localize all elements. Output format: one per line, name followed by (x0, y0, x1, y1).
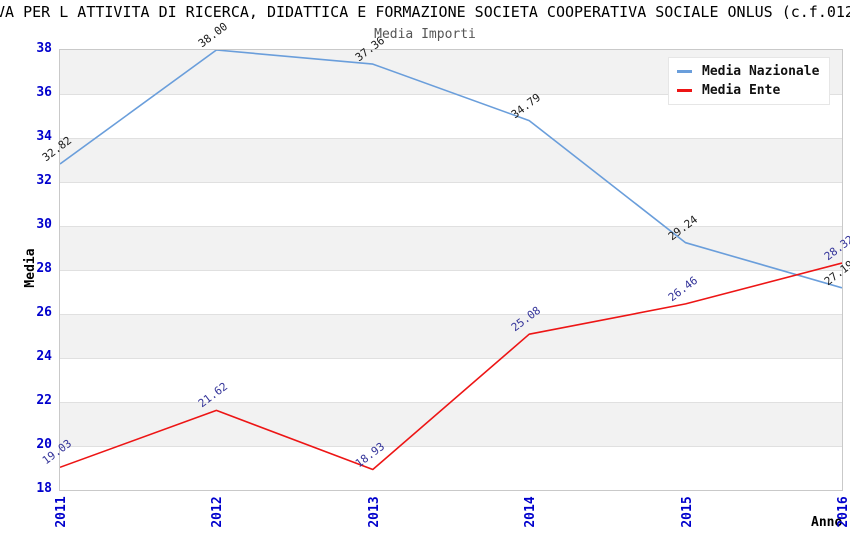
y-tick-label: 34 (36, 129, 52, 144)
chart-title: VA PER L ATTIVITA DI RICERCA, DIDATTICA … (0, 3, 850, 21)
y-tick-label: 38 (36, 41, 52, 56)
legend-item-media-ente: Media Ente (677, 81, 819, 100)
x-tick-label: 2011 (54, 496, 69, 528)
series-line-0 (60, 50, 842, 289)
y-tick-label: 20 (36, 437, 52, 452)
y-tick-label: 18 (36, 481, 52, 496)
series-lines (60, 50, 842, 471)
y-tick-label: 26 (36, 305, 52, 320)
x-tick-label: 2016 (836, 496, 850, 528)
legend-swatch-media-nazionale (677, 70, 692, 73)
y-tick-label: 22 (36, 393, 52, 408)
x-axis-title: Anno (811, 515, 843, 530)
legend-label-media-ente: Media Ente (702, 83, 781, 98)
x-tick-label: 2012 (210, 496, 226, 528)
series-line-1 (60, 262, 842, 471)
y-tick-label: 28 (36, 261, 52, 276)
legend-swatch-media-ente (677, 89, 692, 92)
x-tick-label: 2015 (679, 496, 695, 528)
x-tick-label: 2014 (523, 496, 539, 528)
y-tick-label: 36 (36, 85, 52, 100)
chart-subtitle: Media Importi (374, 27, 476, 42)
y-tick-label: 24 (36, 349, 52, 364)
point-label: 38.00 (196, 19, 231, 51)
y-tick-label: 32 (36, 173, 52, 188)
legend-label-media-nazionale: Media Nazionale (702, 64, 820, 79)
legend-item-media-nazionale: Media Nazionale (677, 62, 819, 81)
y-tick-label: 30 (36, 217, 52, 232)
x-tick-label: 2013 (366, 496, 382, 528)
legend: Media Nazionale Media Ente (668, 57, 831, 105)
plot-area: 32.82 38.00 37.36 34.79 29.24 27.19 19.03 21.62… (40, 20, 850, 491)
